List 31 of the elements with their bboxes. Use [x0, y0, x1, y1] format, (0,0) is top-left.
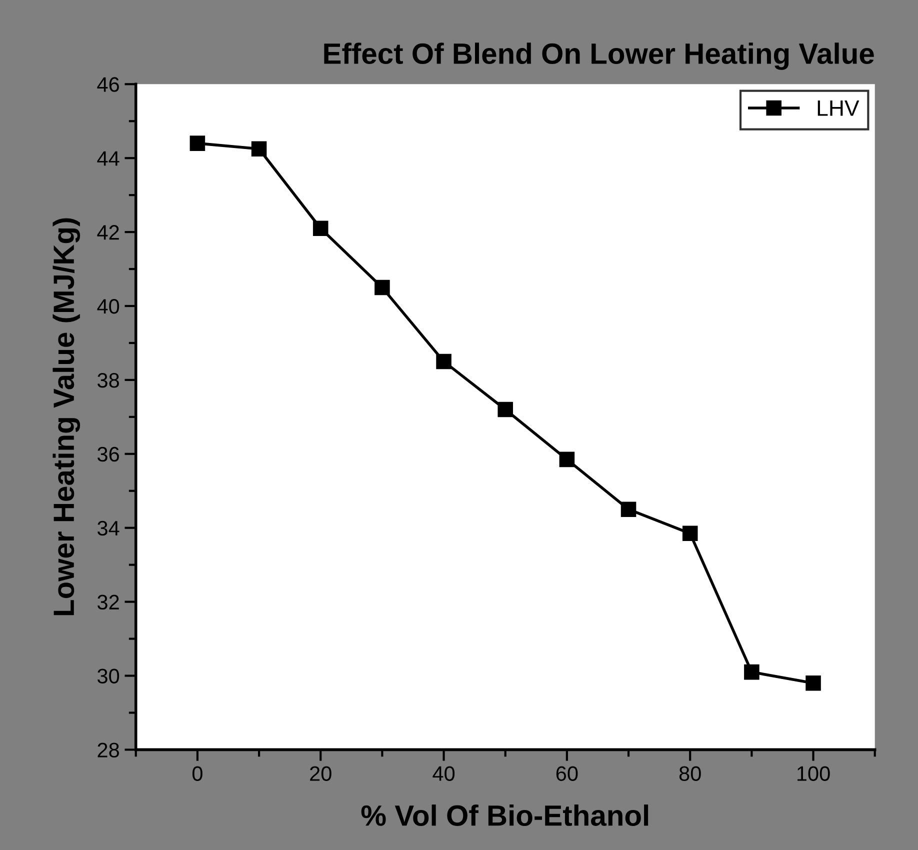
x-axis-title: % Vol Of Bio-Ethanol [361, 804, 648, 826]
x-tick-label: 40 [432, 766, 455, 781]
y-axis-title: Lower Heating Value (MJ/Kg) [52, 218, 80, 616]
point [620, 502, 636, 517]
x-tick-label: 60 [556, 766, 578, 781]
y-tick-label: 28 [98, 742, 119, 758]
chart-title: Effect Of Blend On Lower Heating Value [324, 42, 874, 70]
point [312, 220, 328, 236]
y-tick-label: 46 [97, 77, 119, 92]
y-tick-label: 44 [97, 151, 120, 166]
legend-label: LHV [818, 100, 860, 116]
point [498, 402, 513, 418]
x-tick-label: 100 [797, 766, 830, 781]
point [436, 354, 452, 370]
y-tick-label: 30 [98, 668, 120, 684]
y-tick-label: 40 [97, 299, 120, 314]
x-tick-label: 80 [679, 766, 701, 781]
x-tick-label: 20 [310, 766, 332, 781]
y-tick-label: 42 [97, 225, 119, 240]
point [374, 280, 390, 296]
y-tick-label: 34 [98, 520, 120, 536]
x-tick-label: 0 [192, 766, 202, 781]
y-tick-label: 38 [98, 372, 119, 388]
point [190, 136, 206, 151]
y-tick-label: 32 [98, 594, 119, 610]
point [251, 141, 267, 156]
point [559, 452, 575, 468]
point [744, 664, 760, 680]
point [682, 526, 698, 542]
point [806, 676, 821, 691]
y-tick-label: 36 [98, 446, 119, 462]
